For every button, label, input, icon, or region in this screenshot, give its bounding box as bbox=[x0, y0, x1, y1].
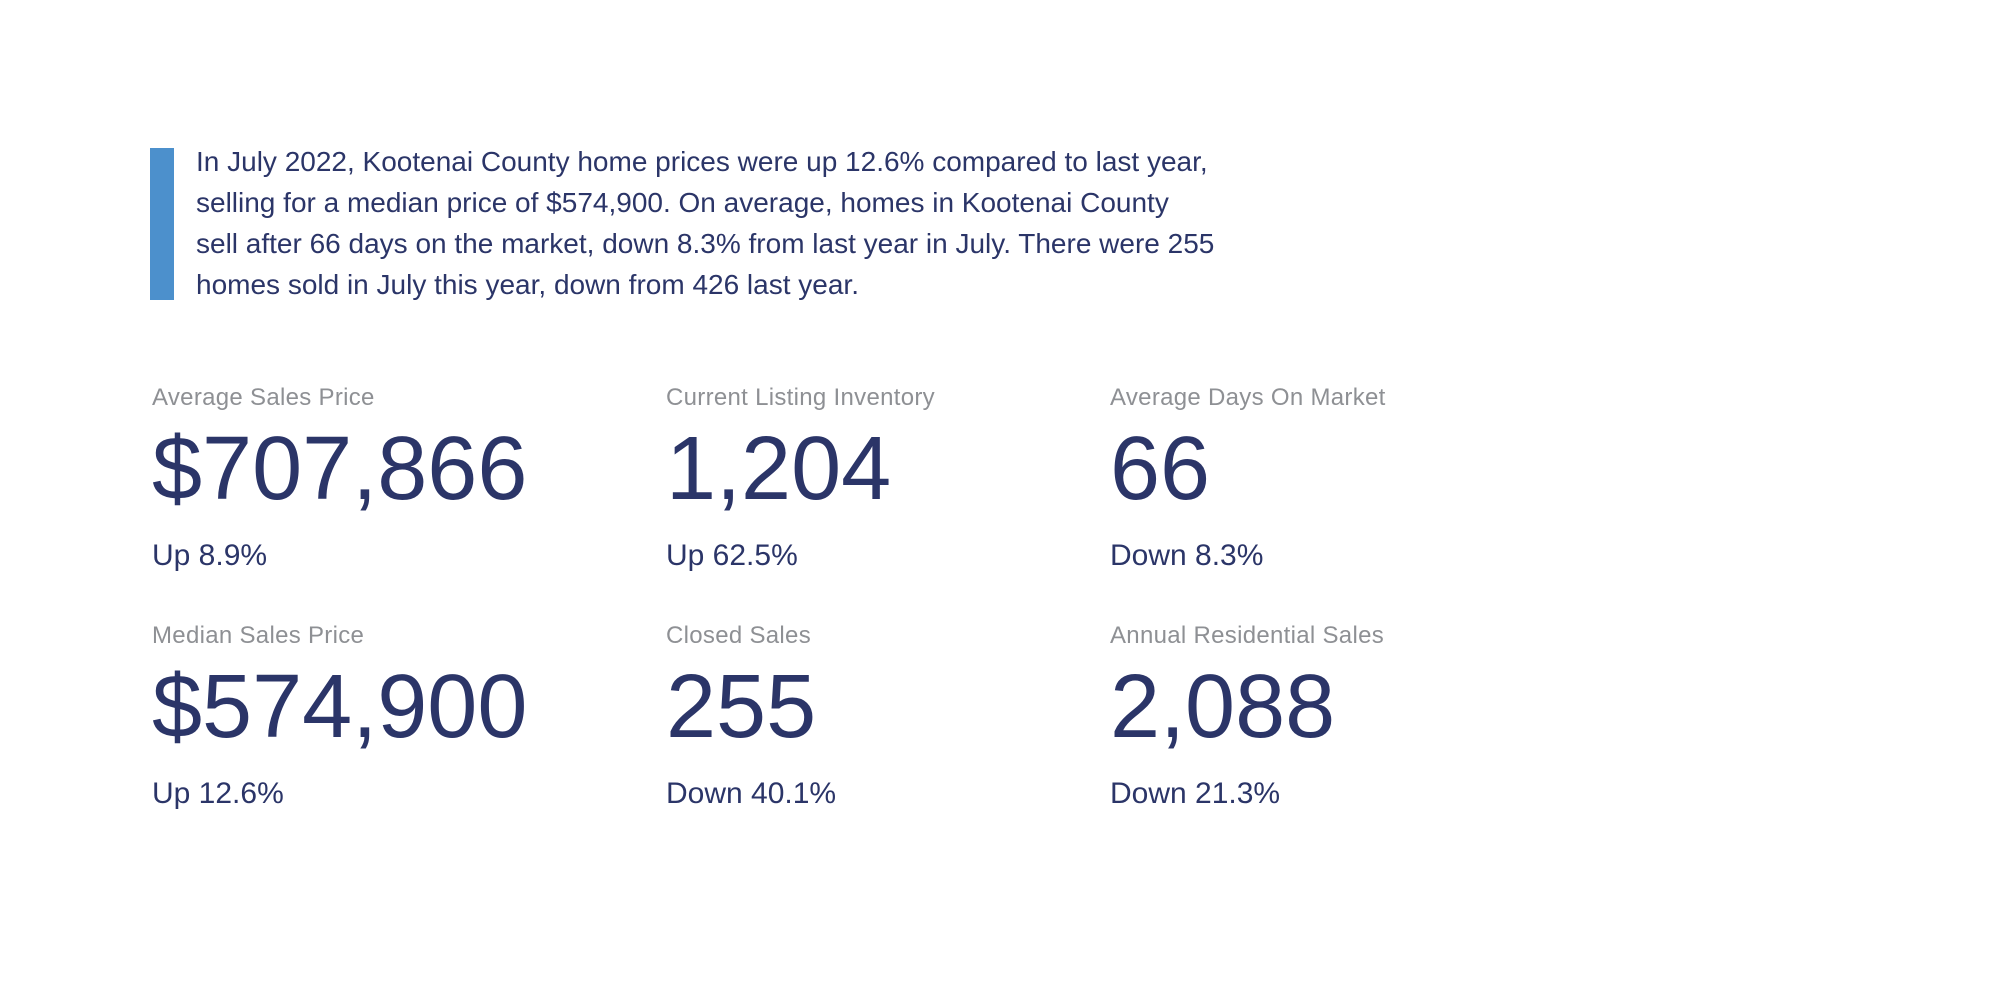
accent-bar bbox=[150, 148, 174, 300]
summary-line: homes sold in July this year, down from … bbox=[196, 269, 859, 300]
stat-delta: Up 8.9% bbox=[152, 539, 268, 572]
stat-label: Average Days On Market bbox=[1110, 384, 1386, 411]
stat-delta: Down 40.1% bbox=[666, 777, 837, 810]
stat-card-median-sales-price: Median Sales Price $574,900 Up 12.6% bbox=[152, 621, 666, 813]
stat-card-closed-sales: Closed Sales 255 Down 40.1% bbox=[666, 621, 1110, 813]
stat-card-average-sales-price: Average Sales Price $707,866 Up 8.9% bbox=[152, 383, 666, 575]
stat-delta: Up 62.5% bbox=[666, 539, 798, 572]
stat-value: $574,900 bbox=[152, 657, 528, 757]
market-summary: In July 2022, Kootenai County home price… bbox=[150, 141, 1214, 305]
summary-line: sell after 66 days on the market, down 8… bbox=[196, 228, 1215, 259]
summary-line: In July 2022, Kootenai County home price… bbox=[196, 146, 1208, 177]
market-stats-grid: Average Sales Price $707,866 Up 8.9% Cur… bbox=[152, 383, 1386, 813]
stat-label: Median Sales Price bbox=[152, 622, 365, 649]
summary-line: selling for a median price of $574,900. … bbox=[196, 187, 1169, 218]
stat-value: 255 bbox=[666, 657, 817, 757]
stat-card-current-listing-inventory: Current Listing Inventory 1,204 Up 62.5% bbox=[666, 383, 1110, 575]
stat-value: 2,088 bbox=[1110, 657, 1336, 757]
stat-label: Average Sales Price bbox=[152, 384, 375, 411]
stat-delta: Down 21.3% bbox=[1110, 777, 1281, 810]
stat-label: Current Listing Inventory bbox=[666, 384, 935, 411]
stat-card-average-days-on-market: Average Days On Market 66 Down 8.3% bbox=[1110, 383, 1386, 575]
stat-value: $707,866 bbox=[152, 419, 528, 519]
stat-delta: Up 12.6% bbox=[152, 777, 284, 810]
stat-value: 66 bbox=[1110, 419, 1211, 519]
stat-value: 1,204 bbox=[666, 419, 892, 519]
summary-paragraph: In July 2022, Kootenai County home price… bbox=[196, 141, 1214, 305]
stat-label: Closed Sales bbox=[666, 622, 812, 649]
stat-delta: Down 8.3% bbox=[1110, 539, 1264, 572]
stat-card-annual-residential-sales: Annual Residential Sales 2,088 Down 21.3… bbox=[1110, 621, 1386, 813]
stat-label: Annual Residential Sales bbox=[1110, 622, 1385, 649]
